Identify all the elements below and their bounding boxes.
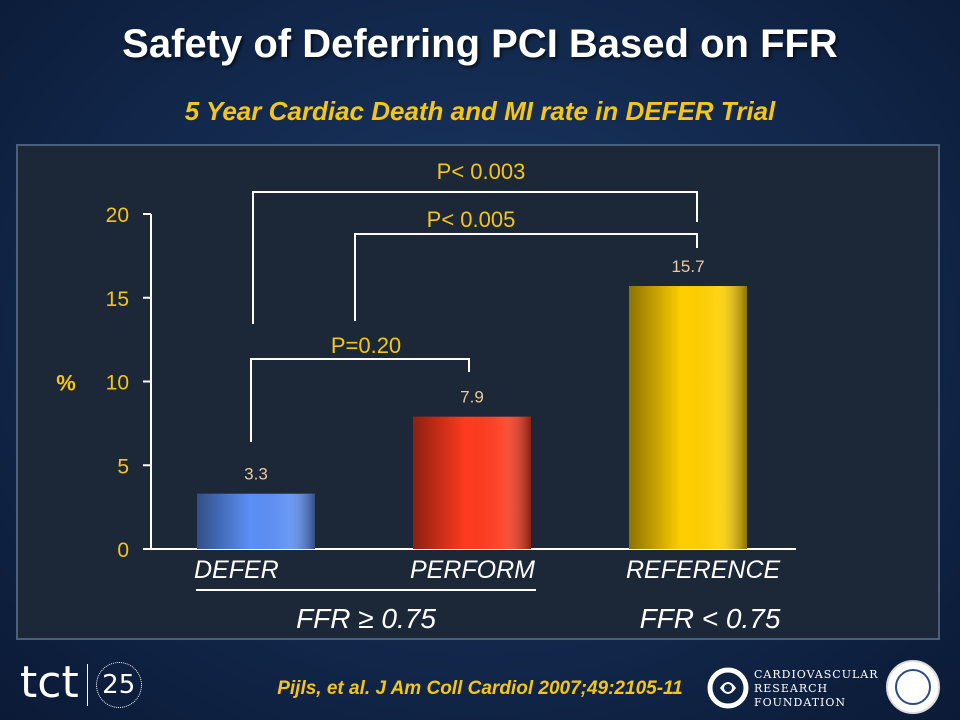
y-tick-label: 15 bbox=[106, 288, 129, 311]
slide-title: Safety of Deferring PCI Based on FFR bbox=[122, 22, 838, 66]
bar-value-label: 3.3 bbox=[244, 465, 268, 484]
bar-shading bbox=[629, 286, 747, 549]
bar-shading bbox=[197, 493, 315, 549]
y-tick-label: 0 bbox=[117, 539, 129, 562]
comparison-bracket bbox=[252, 191, 698, 324]
group-label: FFR ≥ 0.75 bbox=[296, 603, 436, 634]
y-tick-label: 20 bbox=[106, 204, 129, 227]
crf-text-line: FOUNDATION bbox=[754, 696, 847, 709]
citation: Pijls, et al. J Am Coll Cardiol 2007;49:… bbox=[277, 678, 683, 699]
seal-inner-ring bbox=[895, 669, 931, 705]
y-axis-label: % bbox=[56, 371, 76, 396]
crf-text-line: RESEARCH bbox=[754, 682, 829, 695]
crf-logo: CARDIOVASCULAR RESEARCH FOUNDATION bbox=[706, 666, 878, 710]
bar-chart: 0 5 10 15 20% 3.3 DEFER 7.9 PERFORM 15.7 REFERENCE… bbox=[56, 159, 796, 634]
group-label: FFR < 0.75 bbox=[640, 603, 781, 634]
crf-logo-text: CARDIOVASCULAR RESEARCH FOUNDATION bbox=[754, 668, 879, 710]
tct-logo-text: tct bbox=[20, 657, 79, 708]
chart-panel: 0 5 10 15 20% 3.3 DEFER 7.9 PERFORM 15.7 REFERENCE… bbox=[16, 144, 940, 640]
p-value-label: P=0.20 bbox=[331, 333, 401, 358]
p-value-label: P< 0.005 bbox=[427, 207, 516, 232]
tct-logo-number: 25 bbox=[95, 662, 142, 708]
bar-shading bbox=[413, 416, 531, 549]
category-label: REFERENCE bbox=[626, 556, 781, 584]
category-label: PERFORM bbox=[410, 556, 535, 584]
p-value-label: P< 0.003 bbox=[437, 159, 526, 184]
comparison-bracket bbox=[354, 233, 698, 321]
slide-subtitle: 5 Year Cardiac Death and MI rate in DEFE… bbox=[184, 96, 776, 126]
comparison-bracket bbox=[250, 358, 470, 442]
crf-text-line: CARDIOVASCULAR bbox=[754, 668, 879, 681]
university-seal-icon bbox=[886, 660, 940, 714]
tct-logo: tct 25 bbox=[20, 658, 142, 708]
bar-value-label: 15.7 bbox=[671, 257, 704, 276]
crf-emblem-icon bbox=[707, 667, 749, 709]
tct-logo-divider bbox=[86, 664, 88, 706]
y-tick-label: 5 bbox=[117, 455, 129, 478]
category-label: DEFER bbox=[194, 556, 279, 584]
bar-value-label: 7.9 bbox=[460, 388, 484, 407]
y-tick-label: 10 bbox=[106, 372, 129, 395]
